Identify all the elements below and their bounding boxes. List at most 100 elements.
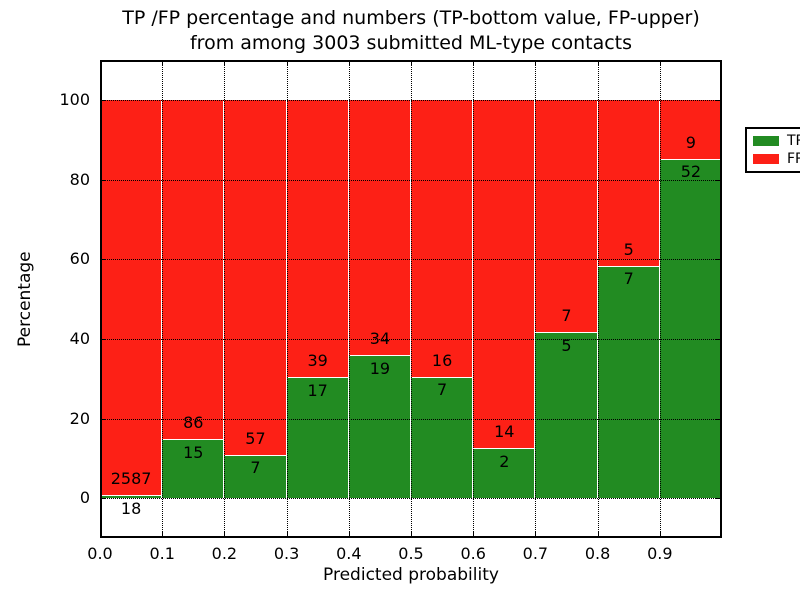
bar-segment-tp (658, 157, 723, 500)
gridline-vertical (659, 60, 661, 538)
gridline-vertical (286, 60, 288, 538)
y-tick-label: 60 (69, 249, 90, 269)
x-tick-mark (224, 60, 226, 66)
tp-count-label: 7 (250, 458, 261, 478)
y-tick-label: 100 (59, 89, 90, 109)
legend-entry-tp: TP (753, 133, 800, 149)
tp-count-label: 17 (307, 380, 328, 400)
bar-segment-fp (409, 98, 475, 378)
gridline-vertical (411, 60, 412, 538)
x-tick-mark (224, 532, 226, 538)
bar-segment-fp (534, 98, 599, 334)
fp-legend-swatch (753, 154, 779, 164)
y-tick-mark (716, 338, 722, 340)
gridline-vertical (597, 60, 599, 538)
bar-segment-fp (161, 98, 226, 441)
tp-count-label: 2 (499, 451, 510, 471)
fp-count-label: 9 (685, 132, 696, 152)
fp-count-label: 5 (623, 239, 634, 259)
x-tick-label: 0.6 (460, 544, 486, 563)
x-tick-mark (286, 60, 288, 66)
y-tick-mark (716, 179, 722, 181)
x-tick-mark (348, 532, 350, 538)
tp-legend-label: TP (787, 133, 800, 149)
x-tick-mark (597, 532, 599, 538)
tp-count-label: 7 (437, 380, 448, 400)
chart-title-line1: TP /FP percentage and numbers (TP-bottom… (122, 7, 700, 29)
y-tick-mark (716, 418, 722, 420)
x-tick-mark (100, 60, 101, 66)
bar-segment-tp (161, 437, 226, 500)
x-tick-mark (659, 60, 661, 66)
x-tick-label: 0.9 (647, 544, 673, 563)
bar-segment-tp (472, 447, 537, 500)
y-tick-mark (100, 418, 106, 420)
gridline-vertical (473, 60, 475, 538)
x-tick-label: 0.0 (87, 544, 113, 563)
fp-count-label: 2587 (110, 469, 152, 489)
x-tick-mark (473, 532, 475, 538)
bar-segment-tp (347, 354, 412, 500)
x-tick-mark (411, 532, 412, 538)
x-tick-mark (411, 60, 412, 66)
tp-count-label: 15 (183, 442, 204, 462)
fp-count-label: 39 (307, 351, 328, 371)
x-tick-mark (473, 60, 475, 66)
bar-segment-fp (472, 98, 537, 450)
x-tick-label: 0.5 (398, 544, 424, 563)
x-tick-label: 0.7 (522, 544, 549, 563)
fp-count-label: 7 (561, 306, 572, 326)
tp-count-label: 18 (120, 498, 142, 518)
gridline-vertical (535, 60, 537, 538)
bar-segment-tp (534, 331, 599, 500)
chart-title-line2: from among 3003 submitted ML-type contac… (189, 32, 633, 54)
fp-count-label: 34 (369, 329, 391, 349)
y-tick-label: 0 (79, 488, 90, 508)
x-tick-mark (100, 532, 101, 538)
tp-legend-swatch (753, 136, 779, 146)
legend-entry-fp: FP (753, 151, 800, 167)
y-axis-label: Percentage (15, 251, 35, 347)
bar-segment-tp (596, 264, 661, 500)
bar-segment-fp (98, 98, 164, 497)
y-tick-label: 40 (69, 328, 90, 348)
fp-count-label: 14 (494, 422, 515, 442)
fp-count-label: 86 (183, 413, 204, 433)
x-tick-mark (162, 532, 164, 538)
bar-segment-tp (223, 453, 288, 500)
legend: TP FP (745, 127, 800, 173)
bar-segment-fp (596, 98, 661, 267)
bar-segment-fp (223, 98, 288, 456)
plot-area: 2587 18 86 15 57 7 39 17 34 19 16 7 14 2 7 5 5 7 9 52 TP FP (98, 60, 800, 538)
fp-count-label: 57 (245, 428, 266, 448)
x-tick-mark (348, 60, 350, 66)
tp-count-label: 19 (369, 358, 391, 378)
y-tick-mark (100, 338, 106, 340)
fp-legend-label: FP (787, 151, 800, 167)
tp-count-label: 52 (680, 162, 702, 182)
y-tick-mark (100, 498, 106, 500)
x-tick-label: 0.3 (273, 544, 300, 563)
bar-segment-tp (409, 375, 475, 500)
x-tick-mark (286, 532, 288, 538)
bar-segment-tp (285, 376, 350, 500)
fp-count-label: 16 (431, 351, 453, 370)
x-tick-mark (162, 60, 164, 66)
y-tick-mark (716, 498, 722, 500)
bar-segment-fp (658, 98, 723, 160)
gridline-vertical (162, 60, 164, 538)
tp-count-label: 7 (623, 269, 634, 289)
x-tick-mark (597, 60, 599, 66)
gridline-vertical (224, 60, 226, 538)
x-tick-label: 0.2 (211, 544, 238, 563)
x-axis-label: Predicted probability (323, 565, 499, 585)
y-tick-mark (100, 99, 106, 101)
x-tick-label: 0.4 (336, 544, 362, 563)
y-tick-label: 20 (69, 408, 90, 428)
y-tick-mark (100, 259, 106, 261)
y-tick-mark (100, 179, 106, 181)
x-tick-label: 0.1 (149, 544, 175, 563)
x-tick-mark (535, 60, 537, 66)
chart-title: TP /FP percentage and numbers (TP-bottom… (100, 6, 722, 56)
